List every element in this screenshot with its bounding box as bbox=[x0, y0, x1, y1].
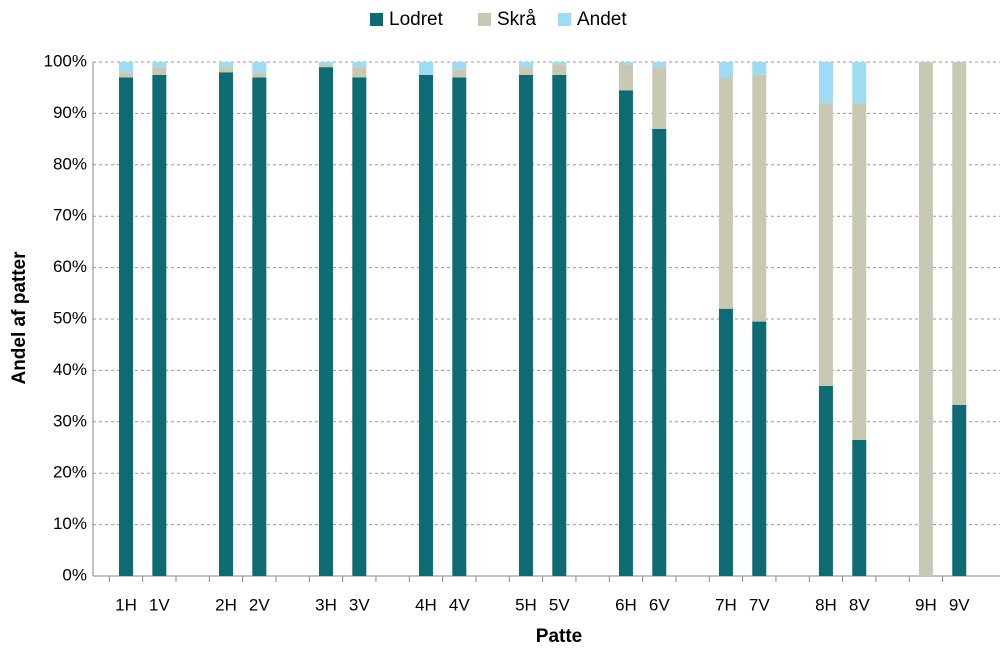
bar-segment bbox=[418, 74, 433, 576]
bar-segment bbox=[318, 62, 333, 65]
x-tick-label: 2H bbox=[215, 595, 237, 614]
y-tick-label: 50% bbox=[53, 308, 87, 327]
bar-segment bbox=[518, 74, 533, 576]
bar-segment bbox=[952, 404, 967, 576]
bar-segment bbox=[252, 77, 267, 577]
bar-segment bbox=[119, 62, 133, 73]
legend-label: Lodret bbox=[389, 9, 444, 30]
bar-segment bbox=[818, 385, 833, 576]
bar-segment bbox=[152, 74, 167, 576]
bar-segment bbox=[352, 67, 367, 78]
bar-segment bbox=[852, 62, 867, 104]
bar-segment bbox=[218, 72, 233, 576]
x-tick-label: 1H bbox=[115, 595, 137, 614]
bar-segment bbox=[918, 62, 933, 576]
bar-segment bbox=[818, 103, 833, 386]
x-tick-label: 9H bbox=[915, 595, 937, 614]
bar-segment bbox=[218, 67, 233, 73]
x-tick-label: 7H bbox=[715, 595, 737, 614]
y-tick-label: 30% bbox=[53, 411, 87, 430]
x-tick-label: 9V bbox=[949, 595, 970, 614]
x-tick-label: 3H bbox=[315, 595, 337, 614]
x-tick-label: 3V bbox=[349, 595, 370, 614]
bar-segment bbox=[152, 67, 167, 75]
y-tick-label: 70% bbox=[53, 206, 87, 225]
bar-segment bbox=[652, 62, 667, 68]
legend-swatch bbox=[558, 13, 571, 26]
bar-segment bbox=[252, 72, 267, 78]
x-tick-label: 5V bbox=[549, 595, 570, 614]
bar-segment bbox=[818, 62, 833, 104]
x-tick-label: 4V bbox=[449, 595, 470, 614]
x-tick-label: 7V bbox=[749, 595, 770, 614]
legend-label: Andet bbox=[577, 9, 627, 30]
legend-label: Skrå bbox=[497, 9, 537, 30]
bar-segment bbox=[452, 77, 467, 577]
bar-segment bbox=[418, 62, 433, 75]
bar-segment bbox=[652, 128, 667, 576]
y-tick-label: 60% bbox=[53, 257, 87, 276]
legend-swatch bbox=[370, 13, 383, 26]
bar-segment bbox=[452, 62, 467, 70]
x-tick-label: 6H bbox=[615, 595, 637, 614]
y-axis-label: Andel af patter bbox=[9, 251, 30, 385]
bar-segment bbox=[552, 74, 567, 576]
bar-segment bbox=[119, 72, 133, 78]
bar-segment bbox=[552, 62, 567, 65]
x-tick-label: 8H bbox=[815, 595, 837, 614]
y-tick-label: 20% bbox=[53, 463, 87, 482]
bar-segment bbox=[752, 74, 767, 322]
bar-segment bbox=[618, 90, 633, 577]
bar-segment bbox=[318, 64, 333, 68]
y-tick-label: 100% bbox=[44, 51, 87, 70]
bar-segment bbox=[718, 308, 733, 576]
x-tick-label: 8V bbox=[849, 595, 870, 614]
y-tick-label: 80% bbox=[53, 154, 87, 173]
x-tick-label: 6V bbox=[649, 595, 670, 614]
bar-segment bbox=[518, 67, 533, 75]
x-axis-label: Patte bbox=[536, 626, 582, 647]
bar-segment bbox=[252, 62, 267, 73]
bar-segment bbox=[152, 62, 167, 68]
y-tick-label: 40% bbox=[53, 360, 87, 379]
y-tick-label: 10% bbox=[53, 514, 87, 533]
bar-segment bbox=[618, 64, 633, 91]
x-tick-label: 1V bbox=[149, 595, 170, 614]
bar-segment bbox=[218, 62, 233, 68]
x-tick-label: 5H bbox=[515, 595, 537, 614]
bar-segment bbox=[119, 77, 133, 577]
bar-segment bbox=[352, 77, 367, 577]
bar-segment bbox=[852, 439, 867, 576]
bar-segment bbox=[518, 62, 533, 68]
bar-segment bbox=[318, 67, 333, 576]
bar-segment bbox=[618, 62, 633, 65]
bar-segment bbox=[352, 62, 367, 68]
bar-segment bbox=[718, 62, 733, 78]
x-tick-label: 2V bbox=[249, 595, 270, 614]
bar-segment bbox=[952, 62, 967, 405]
y-tick-label: 0% bbox=[62, 565, 87, 584]
y-tick-label: 90% bbox=[53, 103, 87, 122]
bar-segment bbox=[852, 103, 867, 440]
x-tick-label: 4H bbox=[415, 595, 437, 614]
bar-segment bbox=[752, 62, 767, 75]
bar-segment bbox=[552, 64, 567, 75]
legend-swatch bbox=[478, 13, 491, 26]
bar-segment bbox=[718, 77, 733, 309]
bar-segment bbox=[652, 67, 667, 129]
bar-segment bbox=[452, 69, 467, 78]
bar-segment bbox=[752, 321, 767, 576]
